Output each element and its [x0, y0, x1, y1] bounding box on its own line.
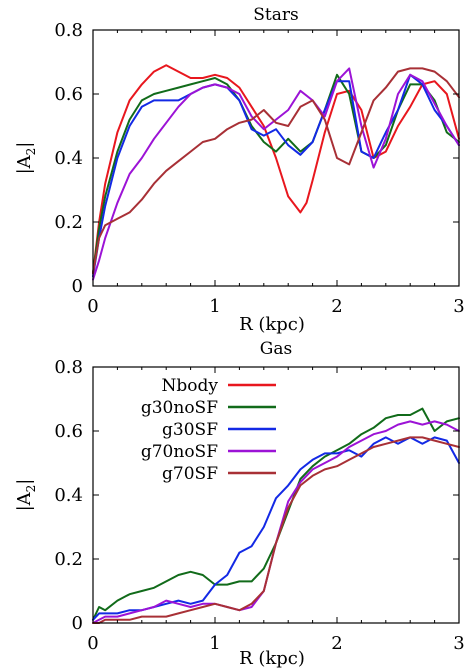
series-g70sf-line [92, 436, 460, 624]
svg-text:|A2|: |A2| [14, 142, 38, 175]
series-g30sf-line [92, 73, 460, 278]
series-g70sf-line [92, 67, 460, 275]
y-tick-label: 0.8 [54, 357, 83, 378]
legend-label: Nbody [162, 376, 219, 396]
stars-panel: Stars 0 1 2 3 0 0.2 0.4 0.6 0.8 R (kpc) |A2| [14, 5, 465, 335]
panel-title: Gas [260, 339, 292, 359]
x-tick-label: 0 [87, 296, 98, 317]
gas-panel: Gas 0 1 2 300.20.40.60.8 Nbodyg30noSFg30SFg… [14, 339, 465, 668]
series-nbody-line [92, 64, 460, 275]
x-tick-label: 3 [453, 633, 464, 654]
x-tick-label: 2 [331, 296, 342, 317]
y-tick-label: 0 [72, 613, 83, 634]
y-axis-label: |A2| [14, 479, 38, 512]
legend-label: g70SF [162, 464, 218, 484]
svg-text:|A2|: |A2| [14, 479, 38, 512]
y-tick-label: 0 [72, 276, 83, 297]
series-g70nosf-line [92, 67, 460, 281]
x-axis-label: R (kpc) [239, 314, 305, 335]
x-tick-label: 3 [453, 296, 464, 317]
series-g30nosf-line [92, 73, 460, 275]
panel-title: Stars [253, 5, 298, 25]
legend-label: g30noSF [141, 398, 218, 418]
y-tick-label: 0.4 [54, 148, 83, 169]
x-tick-label: 1 [209, 633, 220, 654]
y-tick-label: 0.4 [54, 485, 83, 506]
x-tick-label: 0 [87, 633, 98, 654]
y-tick-label: 0.8 [54, 20, 83, 41]
x-tick-label: 2 [331, 633, 342, 654]
series-group [92, 64, 460, 281]
y-axis-label: |A2| [14, 142, 38, 175]
series-g30nosf-line [92, 407, 460, 621]
y-tick-label: 0.2 [54, 549, 83, 570]
legend-label: g70noSF [141, 442, 218, 462]
series-group [92, 407, 460, 624]
y-tick-label: 0.6 [54, 421, 83, 442]
y-tick-label: 0.6 [54, 84, 83, 105]
y-tick-label: 0.2 [54, 212, 83, 233]
legend-label: g30SF [162, 420, 218, 440]
series-g30sf-line [92, 436, 460, 621]
x-axis-label: R (kpc) [239, 648, 305, 668]
axes: 0 1 2 3 0 0.2 0.4 0.6 0.8 [54, 357, 464, 654]
x-tick-label: 1 [209, 296, 220, 317]
axes: 0 1 2 3 0 0.2 0.4 0.6 0.8 [54, 20, 464, 317]
